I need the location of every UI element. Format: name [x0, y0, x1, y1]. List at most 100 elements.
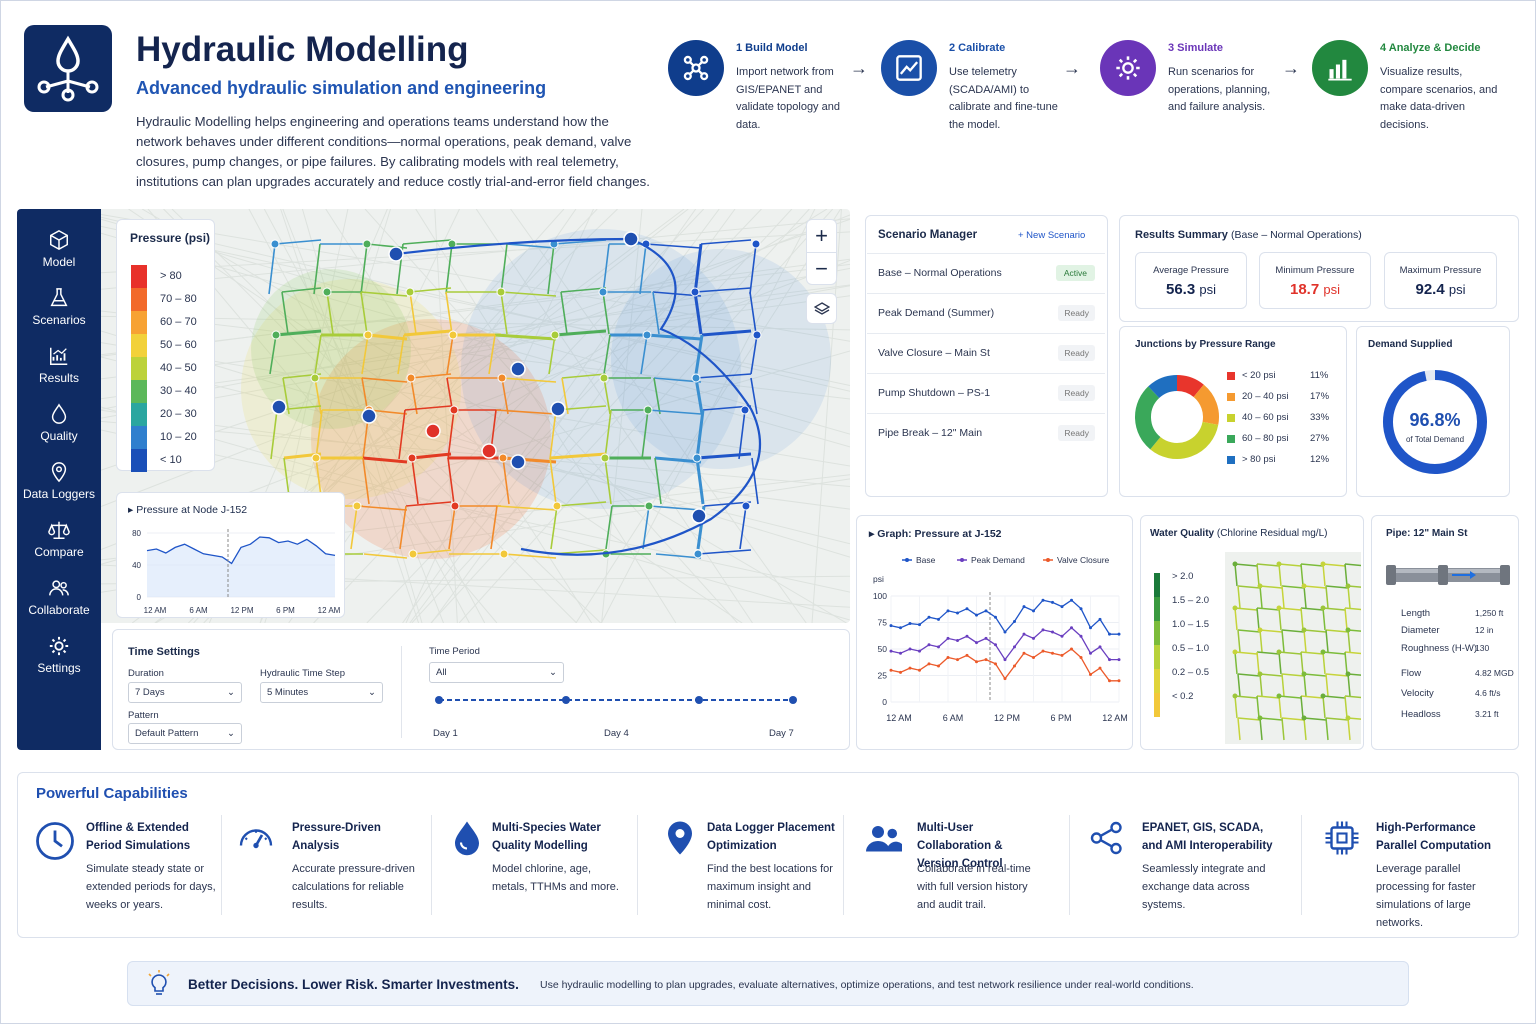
time-period-select[interactable]: All ⌄ [429, 662, 564, 683]
timeline-tick: Day 4 [604, 728, 629, 739]
junction-node[interactable] [406, 288, 414, 296]
junction-node[interactable] [643, 331, 651, 339]
junction-node[interactable] [500, 550, 508, 558]
junction-node[interactable] [742, 502, 750, 510]
facility-marker[interactable] [482, 444, 496, 458]
pipe-attr-value: 3.21 ft [1475, 709, 1499, 719]
junction-node[interactable] [693, 454, 701, 462]
clock-icon [34, 820, 76, 867]
pressure-legend: Pressure (psi) > 80 70 – 80 60 – 70 50 – 60… [116, 219, 215, 471]
junction-node[interactable] [752, 240, 760, 248]
junctions-title: Junctions by Pressure Range [1135, 339, 1276, 350]
wq-map[interactable] [1225, 552, 1361, 744]
legend-marker [1046, 558, 1050, 562]
scenario-row[interactable]: Pipe Break – 12" Main Ready [867, 413, 1105, 452]
junction-node[interactable] [741, 406, 749, 414]
junction-node[interactable] [451, 502, 459, 510]
sidebar-item-compare[interactable]: Compare [17, 519, 101, 559]
duration-select[interactable]: 7 Days ⌄ [128, 682, 242, 703]
new-scenario-button[interactable]: + New Scenario [1018, 230, 1085, 241]
junction-node[interactable] [497, 288, 505, 296]
junction-node[interactable] [645, 502, 653, 510]
divider [401, 646, 402, 738]
pipe-attr-label: Velocity [1401, 688, 1434, 699]
sidebar-item-settings[interactable]: Settings [17, 635, 101, 675]
junction-node[interactable] [312, 454, 320, 462]
pin-icon [48, 461, 70, 483]
pipe-segment[interactable] [446, 244, 452, 294]
sidebar-item-quality[interactable]: Quality [17, 403, 101, 443]
zoom-in-button[interactable]: + [807, 220, 836, 253]
junction-node[interactable] [599, 288, 607, 296]
junction-node[interactable] [692, 374, 700, 382]
junction-node[interactable] [449, 331, 457, 339]
sidebar-item-data-loggers[interactable]: Data Loggers [17, 461, 101, 501]
scenario-row[interactable]: Pump Shutdown – PS-1 Ready [867, 373, 1105, 412]
time-step-select[interactable]: 5 Minutes ⌄ [260, 682, 383, 703]
junction-node[interactable] [407, 374, 415, 382]
junction-node[interactable] [364, 331, 372, 339]
facility-marker[interactable] [511, 455, 525, 469]
junction-node[interactable] [353, 502, 361, 510]
capability-title: Data Logger Placement Optimization [707, 819, 837, 855]
sidebar-item-label: Scenarios [32, 313, 85, 327]
legend-swatch [131, 334, 147, 357]
timeline-slider[interactable] [429, 690, 799, 710]
pattern-select[interactable]: Default Pattern ⌄ [128, 723, 242, 744]
facility-marker[interactable] [272, 400, 286, 414]
pipe-segment[interactable] [698, 550, 751, 554]
pipe-attr-value: 12 in [1475, 625, 1493, 635]
junction-node[interactable] [553, 502, 561, 510]
junction-node[interactable] [498, 374, 506, 382]
junction-node[interactable] [409, 550, 417, 558]
scenario-row[interactable]: Base – Normal Operations Active [867, 253, 1105, 292]
junction-node[interactable] [600, 374, 608, 382]
pipe-segment[interactable] [367, 244, 407, 248]
x-tick-label: 12 AM [1102, 713, 1128, 723]
facility-marker[interactable] [426, 424, 440, 438]
scenario-manager: Scenario Manager + New Scenario Base – N… [865, 215, 1108, 497]
sidebar-item-scenarios[interactable]: Scenarios [17, 287, 101, 327]
junction-node[interactable] [499, 454, 507, 462]
node-chart-area [147, 537, 335, 597]
chevron-down-icon: ⌄ [549, 667, 557, 678]
facility-marker[interactable] [511, 362, 525, 376]
junction-node[interactable] [551, 331, 559, 339]
junction-node[interactable] [450, 406, 458, 414]
wq-node [1302, 672, 1307, 677]
junction-node[interactable] [271, 240, 279, 248]
sidebar-item-collaborate[interactable]: Collaborate [17, 577, 101, 617]
scenario-row[interactable]: Valve Closure – Main St Ready [867, 333, 1105, 372]
min-pressure-card: Minimum Pressure 18.7 psi [1259, 252, 1371, 309]
junction-node[interactable] [691, 288, 699, 296]
y-tick-label: 80 [132, 529, 141, 538]
junction-node[interactable] [601, 454, 609, 462]
facility-marker[interactable] [692, 509, 706, 523]
pipe-segment[interactable] [643, 506, 649, 549]
sidebar-item-label: Compare [34, 545, 83, 559]
junction-node[interactable] [272, 331, 280, 339]
zoom-out-button[interactable]: − [807, 253, 836, 285]
junction-node[interactable] [644, 406, 652, 414]
facility-marker[interactable] [551, 402, 565, 416]
facility-marker[interactable] [362, 409, 376, 423]
scenario-row[interactable]: Peak Demand (Summer) Ready [867, 293, 1105, 332]
junction-node[interactable] [694, 550, 702, 558]
sidebar-item-results[interactable]: Results [17, 345, 101, 385]
junction-node[interactable] [311, 374, 319, 382]
junction-node[interactable] [363, 240, 371, 248]
donut-slice [1143, 392, 1155, 443]
junction-node[interactable] [753, 331, 761, 339]
sidebar-item-label: Collaborate [28, 603, 89, 617]
wq-node [1258, 628, 1263, 633]
junction-node[interactable] [323, 288, 331, 296]
junction-node[interactable] [408, 454, 416, 462]
legend-swatch [131, 449, 147, 472]
layers-button[interactable] [806, 293, 837, 324]
pipe-segment[interactable] [701, 240, 751, 244]
facility-marker[interactable] [389, 247, 403, 261]
cube-icon [48, 229, 70, 251]
sidebar-item-model[interactable]: Model [17, 229, 101, 269]
pipe-segment[interactable] [740, 506, 746, 549]
facility-marker[interactable] [624, 232, 638, 246]
